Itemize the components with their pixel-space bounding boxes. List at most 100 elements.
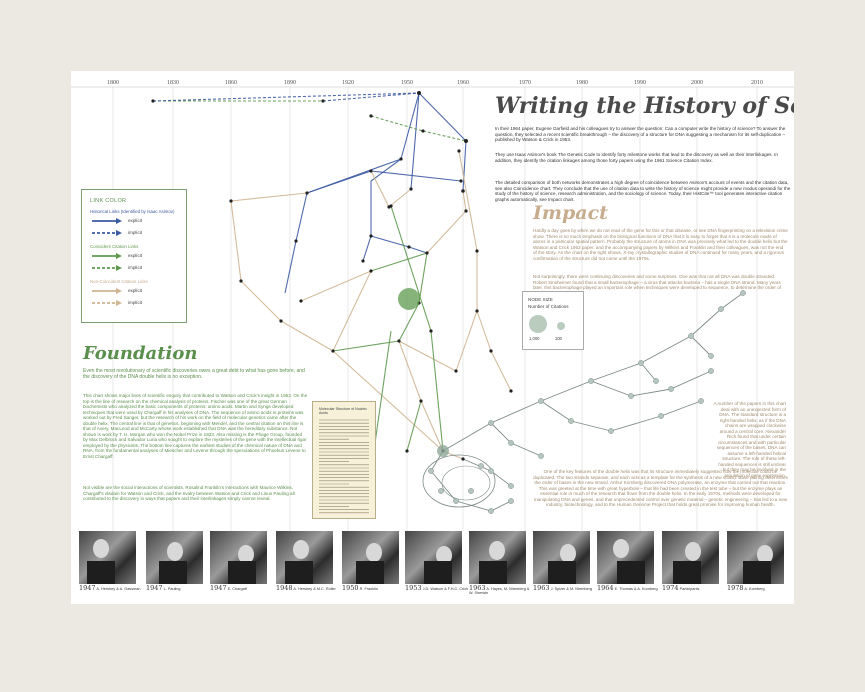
impact-link: [660, 400, 702, 417]
impact-node: [568, 418, 574, 424]
photo-year: 1948: [276, 584, 293, 592]
impact-link: [540, 380, 592, 402]
paper-node: [419, 399, 423, 403]
paper-node: [369, 114, 373, 118]
paper-node: [407, 245, 411, 249]
citation-link: [332, 340, 400, 352]
impact-node: [538, 398, 544, 404]
photo-image: [405, 531, 462, 584]
timeline-year-label: 2010: [751, 80, 763, 86]
paper-node: [369, 169, 373, 173]
legend-row-label: explicit: [128, 288, 143, 293]
historical-photo: 1963 J. Spizer & M. Nirenberg: [533, 531, 592, 597]
citation-link: [418, 252, 428, 304]
impact-node: [608, 428, 614, 434]
citation-link: [306, 170, 372, 194]
paper-node: [459, 179, 463, 183]
photo-caption-text: L. Pauling: [162, 587, 181, 591]
historical-photo: 1963 A. Hayes, M. Nirenberg & W. Sherwin: [469, 531, 529, 597]
node-size-legend: NODE SIZE Number of Citations 1,000 100: [522, 291, 584, 350]
paper-node: [454, 369, 458, 373]
photo-image: [79, 531, 136, 584]
historical-photo: 1978 A. Kornberg: [727, 531, 784, 597]
intro-paragraph: In their 1964 paper, Eugene Garfield and…: [495, 126, 786, 142]
citation-link: [398, 340, 457, 372]
paper-node: [489, 349, 493, 353]
citation-link: [280, 320, 334, 352]
legend-arrows: [92, 218, 122, 306]
legend-row-label: implicit: [128, 300, 143, 305]
historical-photo: 1947 A. Hershey & A. Gassman: [79, 531, 141, 597]
paper-node: [464, 209, 468, 213]
photo-year: 1963: [533, 584, 550, 592]
timeline-year-label: 1800: [107, 80, 119, 86]
photo-caption-text: A. Kornberg: [743, 587, 765, 591]
impact-node: [628, 393, 634, 399]
citation-link: [332, 350, 444, 452]
paper-node: [425, 251, 429, 255]
paper-node: [305, 191, 309, 195]
paper-facsimile-title: Molecular Structure of Nucleic Acids: [319, 407, 367, 415]
historical-photo: 1948 A. Hershey & M.C. Roller: [276, 531, 336, 597]
historical-photo: 1974 Participants: [662, 531, 719, 597]
citation-link: [426, 210, 467, 254]
impact-link: [590, 362, 642, 382]
photo-year: 1950: [342, 584, 359, 592]
timeline-year-label: 1960: [457, 80, 469, 86]
paper-node: [279, 319, 283, 323]
citation-link: [362, 235, 372, 262]
citation-link: [332, 270, 372, 352]
paper-node: [331, 349, 335, 353]
citation-link: [370, 235, 410, 248]
citation-link: [476, 310, 492, 352]
citation-link: [422, 130, 467, 142]
citation-link: [370, 170, 462, 182]
paper-facsimile-lines: [319, 419, 369, 514]
paper-node: [151, 99, 155, 103]
legend-heading: LINK COLOR: [90, 198, 127, 204]
citation-link: [370, 115, 424, 132]
impact-link: [442, 422, 492, 452]
photo-image: [469, 531, 526, 584]
paper-node: [405, 449, 409, 453]
citation-link: [152, 92, 420, 102]
historical-photo: 1950 R. Franklin: [342, 531, 399, 597]
photo-caption: 1947 E. Chargaff: [210, 584, 274, 592]
paper-node: [509, 389, 513, 393]
paper-node: [409, 187, 413, 191]
impact-node: [488, 468, 494, 474]
photo-year: 1947: [210, 584, 227, 592]
intro-paragraph: The detailed comparison of both networks…: [495, 180, 791, 202]
paper-node: [229, 199, 233, 203]
impact-link: [490, 400, 542, 424]
paper-node: [369, 234, 373, 238]
foundation-paragraph: Not visible are the social interactions …: [83, 485, 295, 501]
photo-year: 1978: [727, 584, 744, 592]
impact-link: [490, 470, 512, 487]
paper-node: [475, 309, 479, 313]
citation-link: [462, 190, 467, 212]
photo-year: 1974: [662, 584, 679, 592]
intro-paragraph: They use Isaac Asimov's book The Genetic…: [495, 152, 778, 163]
legend-row-label: explicit: [128, 253, 143, 258]
paper-node: [389, 204, 393, 208]
poster: 1800 1830 1860 1890 1920 1950 1960 1970 1980 1990…: [71, 71, 794, 604]
photo-caption: 1974 Participants: [662, 584, 726, 592]
photo-year: 1953: [405, 584, 422, 592]
citation-link: [458, 150, 478, 252]
impact-node: [428, 468, 434, 474]
photo-caption: 1948 A. Hershey & M.C. Roller: [276, 584, 340, 592]
photo-caption: 1963 J. Spizer & M. Nirenberg: [533, 584, 597, 592]
impact-node: [508, 440, 514, 446]
paper-node-large: [437, 445, 449, 457]
photo-image: [146, 531, 203, 584]
citation-link: [430, 330, 444, 452]
photo-year: 1947: [79, 584, 96, 592]
photo-caption: 1947 A. Hershey & A. Gassman: [79, 584, 143, 592]
legend-group-label: Coincident Citation Links: [90, 244, 139, 249]
citation-link: [408, 246, 428, 254]
arrow-coincident-explicit: [92, 253, 122, 259]
paper-node: [475, 249, 479, 253]
photo-image: [210, 531, 267, 584]
legend-group-label: Historical Links (Identified by Isaac As…: [90, 209, 175, 214]
